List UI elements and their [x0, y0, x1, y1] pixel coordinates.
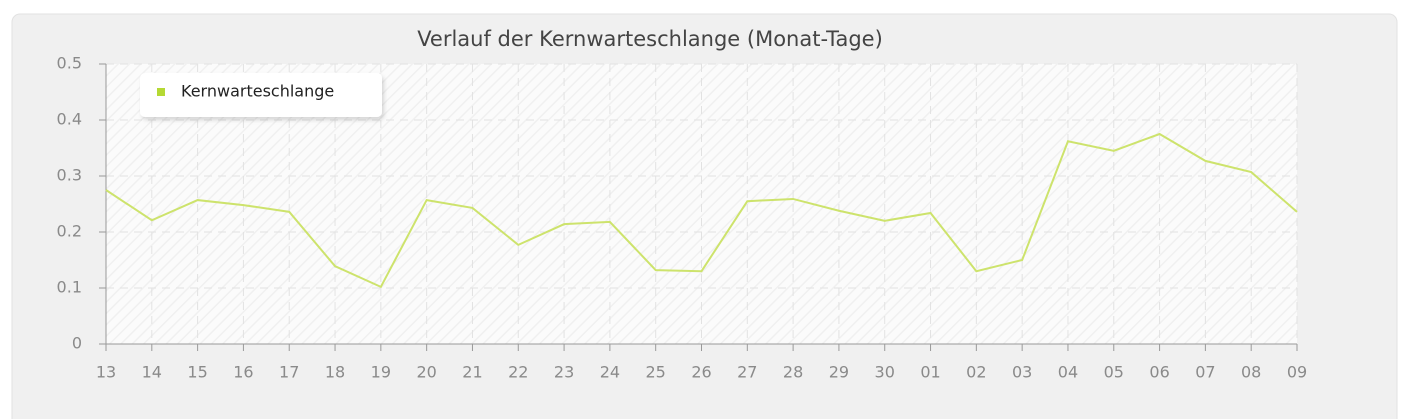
legend-marker — [157, 88, 165, 96]
x-tick-label: 27 — [737, 363, 757, 382]
x-tick-label: 19 — [371, 363, 391, 382]
y-tick-label: 0.5 — [57, 54, 82, 73]
x-tick-label: 24 — [600, 363, 620, 382]
x-tick-label: 03 — [1012, 363, 1032, 382]
x-tick-label: 18 — [325, 363, 345, 382]
y-tick-label: 0.1 — [57, 278, 82, 297]
x-tick-label: 14 — [142, 363, 162, 382]
x-tick-label: 25 — [646, 363, 666, 382]
x-tick-label: 09 — [1287, 363, 1307, 382]
x-tick-label: 17 — [279, 363, 299, 382]
x-tick-label: 04 — [1058, 363, 1078, 382]
x-tick-label: 08 — [1241, 363, 1261, 382]
y-tick-label: 0.2 — [57, 222, 82, 241]
y-tick-label: 0.4 — [57, 110, 82, 129]
x-tick-label: 21 — [462, 363, 482, 382]
chart-title: Verlauf der Kernwarteschlange (Monat-Tag… — [417, 27, 883, 51]
y-tick-label: 0 — [72, 334, 82, 353]
data-line — [105, 132, 1298, 289]
x-tick-label: 15 — [187, 363, 207, 382]
x-tick-label: 20 — [416, 363, 436, 382]
x-tick-label: 13 — [96, 363, 116, 382]
x-tick-label: 26 — [691, 363, 711, 382]
x-tick-label: 02 — [966, 363, 986, 382]
x-tick-label: 05 — [1104, 363, 1124, 382]
x-tick-label: 30 — [875, 363, 895, 382]
x-tick-label: 22 — [508, 363, 528, 382]
x-tick-label: 23 — [554, 363, 574, 382]
y-tick-label: 0.3 — [57, 166, 82, 185]
legend-box — [140, 73, 382, 117]
x-tick-label: 16 — [233, 363, 253, 382]
legend-label: Kernwarteschlange — [181, 82, 334, 101]
x-tick-label: 29 — [829, 363, 849, 382]
x-tick-label: 28 — [783, 363, 803, 382]
x-tick-label: 06 — [1149, 363, 1169, 382]
x-tick-label: 01 — [920, 363, 940, 382]
x-tick-label: 07 — [1195, 363, 1215, 382]
